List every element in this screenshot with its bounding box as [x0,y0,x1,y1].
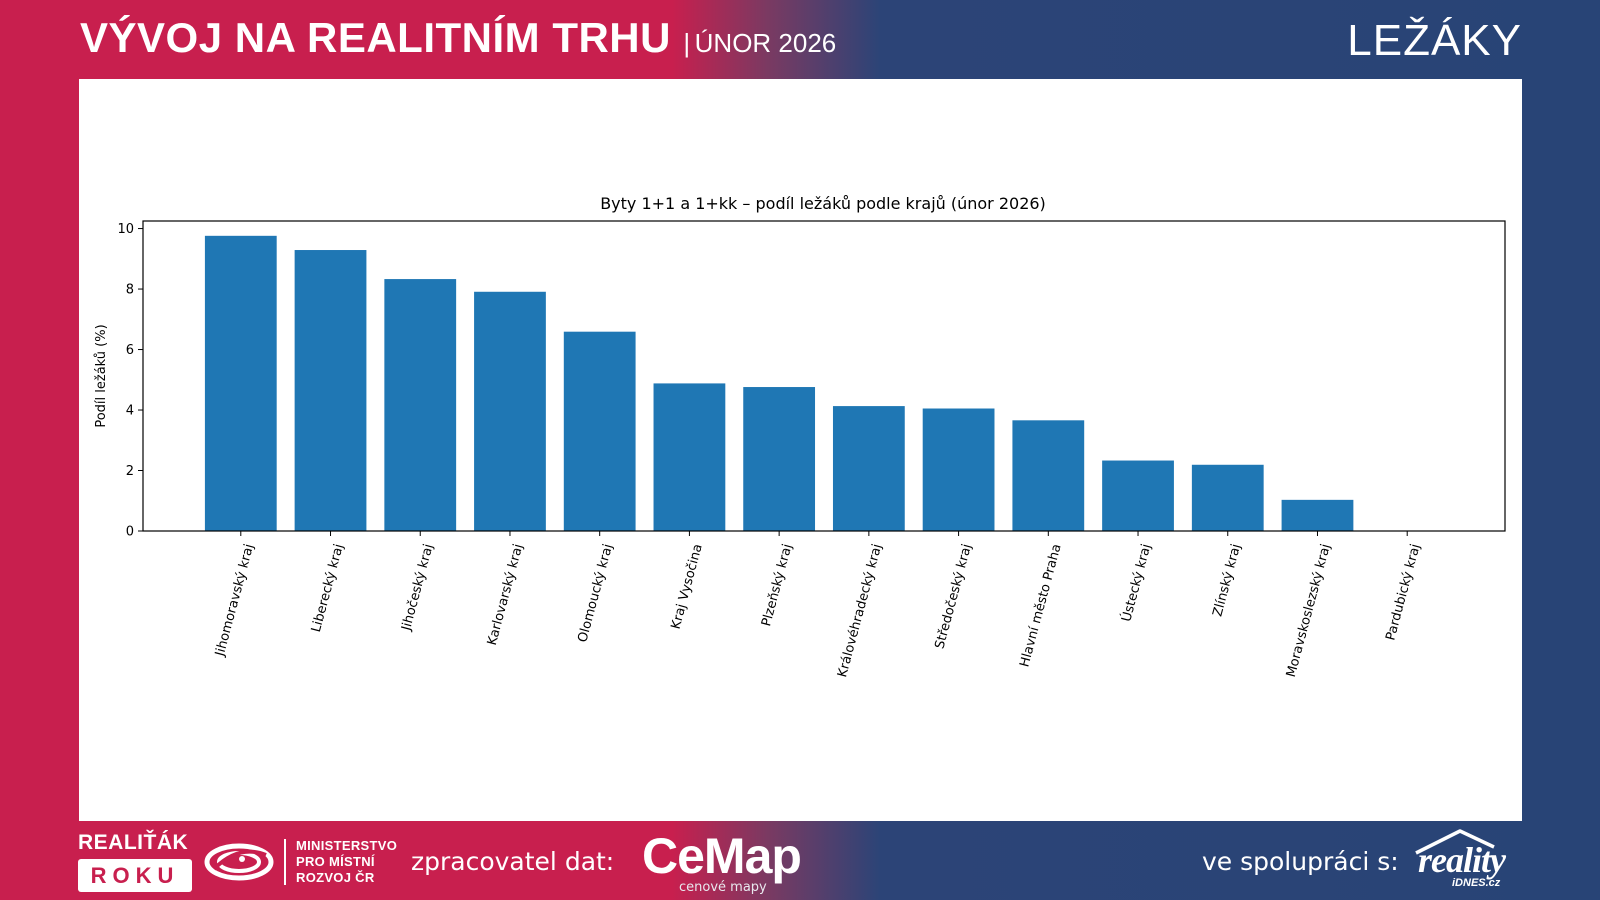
y-tick-label: 4 [126,404,134,419]
x-tick-label: Olomoucký kraj [575,542,616,644]
realitak-roku-logo: REALIŤÁK ROKU [78,831,194,892]
bar-6 [653,383,726,531]
x-tick-label: Plzeňský kraj [759,542,795,628]
bar-8 [832,406,905,531]
x-tick-label: Středočeský kraj [933,542,975,650]
ministry-line-3: ROZVOJ ČR [296,870,375,885]
bar-10 [1012,420,1085,531]
cemap-logo-tagline: cenové mapy [679,880,767,895]
bar-5 [563,331,636,531]
y-tick-label: 6 [126,343,134,358]
header-subtitle: ÚNOR 2026 [694,28,837,58]
chart-panel: Byty 1+1 a 1+kk – podíl ležáků podle kra… [79,79,1522,821]
x-tick-label: Hlavní město Praha [1017,542,1064,668]
ministry-emblem-icon [204,843,274,881]
x-tick-label: Jihočeský kraj [399,542,437,633]
x-tick-label: Pardubický kraj [1383,542,1423,642]
y-tick-label: 10 [117,222,134,237]
realitak-logo-text: REALIŤÁK [78,831,189,854]
partner-label: ve spolupráci s: [1202,847,1399,876]
bar-12 [1191,464,1264,531]
x-tick-label: Kraj Vysočina [669,542,706,630]
bar-3 [384,279,457,531]
ministry-divider [284,839,286,885]
x-tick-label: Karlovarský kraj [485,542,526,647]
bar-4 [474,291,546,531]
header-separator: | [683,28,691,58]
footer: REALIŤÁK ROKU MINISTERSTVO PRO MÍSTNÍ RO… [0,821,1600,900]
reality-idnes-logo: reality iDNES.cz [1410,827,1522,893]
roku-logo-box: ROKU [78,859,192,892]
y-axis-label: Podíl ležáků (%) [94,324,109,427]
chart-title: Byty 1+1 a 1+kk – podíl ležáků podle kra… [600,194,1046,213]
x-tick-label: Ústecký kraj [1118,542,1154,623]
page-title: VÝVOJ NA REALITNÍM TRHU | ÚNOR 2026 [80,14,836,62]
x-tick-label: Liberecký kraj [309,542,347,633]
y-tick-label: 2 [126,464,134,479]
reality-logo-word: reality [1418,840,1506,880]
y-tick-label: 0 [126,525,134,540]
ministry-logo-text: MINISTERSTVO PRO MÍSTNÍ ROZVOJ ČR [296,838,397,886]
ministry-line-2: PRO MÍSTNÍ [296,854,375,869]
bar-11 [1102,460,1174,531]
house-roof-icon [1415,829,1495,855]
bar-1 [204,235,277,531]
x-tick-label: Královéhradecký kraj [835,542,885,679]
bar-7 [743,387,816,531]
plot-area-frame [142,220,1506,532]
header-section-label: LEŽÁKY [1347,16,1522,65]
y-tick-label: 8 [126,283,134,298]
header-title: VÝVOJ NA REALITNÍM TRHU [80,14,671,61]
bar-chart: Byty 1+1 a 1+kk – podíl ležáků podle kra… [94,194,1506,679]
data-processor-label: zpracovatel dat: [411,847,615,876]
x-tick-label: Zlínský kraj [1210,542,1244,618]
cemap-logo: CeMap cenové mapy [642,827,822,895]
cemap-logo-word: CeMap [642,828,802,884]
ministry-line-1: MINISTERSTVO [296,838,398,853]
bar-9 [922,408,995,531]
reality-logo-tagline: iDNES.cz [1452,877,1501,889]
x-tick-label: Jihomoravský kraj [213,542,258,658]
bar-2 [294,250,367,531]
bar-13 [1281,499,1354,531]
x-tick-label: Moravskoslezský kraj [1284,542,1334,679]
